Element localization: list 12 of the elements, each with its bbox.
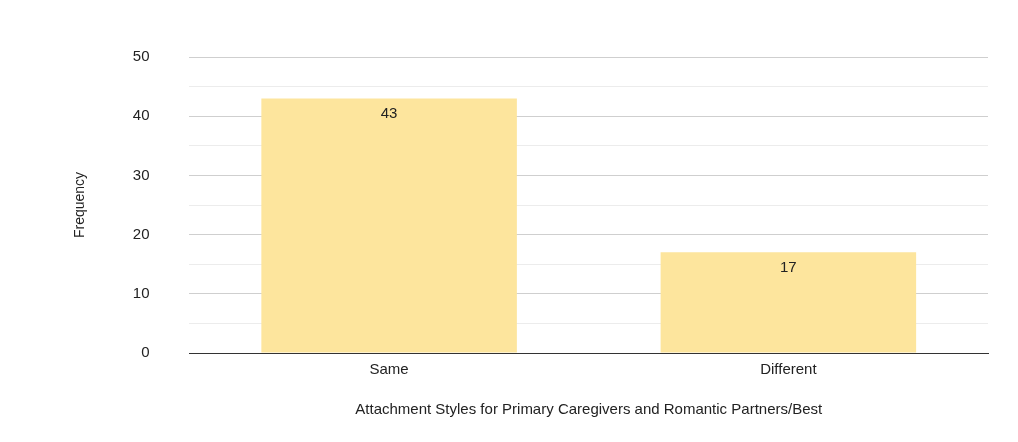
y-tick-label: 0: [141, 343, 150, 361]
y-axis-title: Frequency: [71, 171, 88, 239]
x-axis-title: Attachment Styles for Primary Caregivers and Romantic Partners/Best: [355, 400, 823, 418]
data-label: 43: [380, 104, 398, 122]
y-tick-label: 10: [132, 283, 150, 301]
x-tick-label: Different: [760, 360, 818, 378]
x-tick-label: Same: [369, 360, 409, 378]
data-label: 17: [780, 258, 797, 275]
y-tick-label: 30: [132, 165, 150, 183]
y-tick-label: 20: [132, 224, 150, 242]
y-tick-label: 50: [132, 47, 150, 65]
y-tick-label: 40: [132, 106, 150, 124]
